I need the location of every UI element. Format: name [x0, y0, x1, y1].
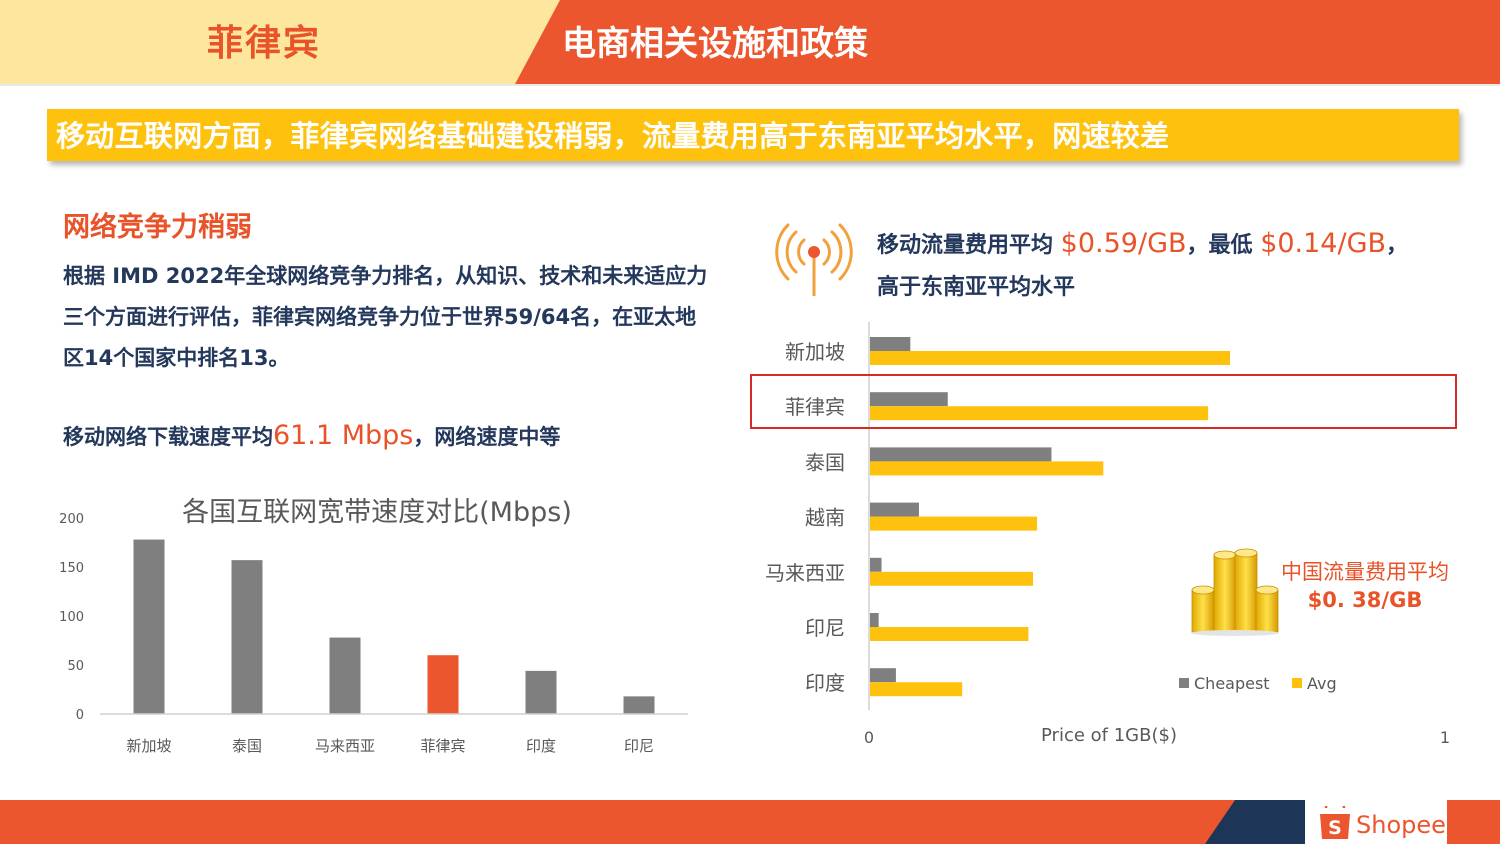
legend-swatch [1179, 678, 1189, 688]
bar-cheapest-7 [870, 668, 896, 683]
section-title-network: 网络竞争力稍弱 [63, 212, 252, 243]
page-title: 电商相关设施和政策 [562, 24, 868, 64]
header-right-panel [515, 0, 1500, 84]
x-tick-label: 印尼 [624, 737, 654, 755]
svg-text:S: S [1328, 817, 1342, 839]
y-tick-label: 150 [59, 561, 84, 576]
bar-1 [133, 539, 165, 714]
bar-cheapest-2 [870, 392, 948, 407]
shopee-logo-text: Shopee [1356, 811, 1446, 839]
bar-avg-7 [870, 682, 963, 697]
x-axis-labels: 新加坡 泰国 马来西亚 菲律宾 印度 印尼 [126, 737, 654, 755]
y-tick-label: 马来西亚 [765, 561, 845, 585]
bar-5 [525, 670, 557, 714]
bar-cheapest-4 [870, 502, 919, 517]
bar-cheapest-3 [870, 447, 1052, 462]
y-tick-label: 50 [67, 659, 84, 674]
mobile-data-cost-text: 移动流量费用平均 $0.59/GB，最低 $0.14/GB， 高于东南亚平均水平 [877, 223, 1477, 309]
cost-prefix: 移动流量费用平均 [877, 233, 1061, 258]
y-tick-label: 0 [76, 708, 84, 723]
speed-suffix: ，网络速度中等 [413, 425, 561, 449]
bar-avg-1 [870, 351, 1230, 365]
y-tick-label: 100 [59, 610, 84, 625]
cost-end: ， [1386, 233, 1409, 258]
country-title: 菲律宾 [207, 23, 322, 64]
legend: Cheapest Avg [1179, 674, 1337, 693]
header-left-panel [0, 0, 560, 84]
y-tick-label: 泰国 [805, 450, 845, 474]
china-cost-value: $0. 38/GB [1307, 588, 1423, 612]
shopee-bag-icon: S [1320, 806, 1350, 839]
cost-min-value: $0.14/GB [1260, 228, 1387, 259]
bar-avg-5 [870, 571, 1034, 586]
y-tick-label: 越南 [805, 506, 845, 530]
bar-3 [329, 637, 361, 714]
cost-avg-value: $0.59/GB [1060, 228, 1187, 259]
headline-banner [47, 109, 1459, 161]
y-tick-label: 200 [59, 512, 84, 527]
bar-6 [623, 696, 655, 714]
highlight-box-philippines [750, 374, 1457, 429]
cost-line2: 高于东南亚平均水平 [877, 275, 1076, 300]
x-axis-title: Price of 1GB($) [1041, 725, 1177, 746]
bar-cheapest-5 [870, 557, 882, 572]
header-divider [0, 84, 1500, 86]
speed-prefix: 移动网络下载速度平均 [63, 425, 273, 449]
cost-mid: ，最低 [1186, 233, 1261, 258]
bars [870, 337, 1230, 697]
chart-title: 各国互联网宽带速度对比(Mbps) [182, 497, 572, 528]
x-tick-label: 1 [1440, 728, 1450, 747]
bar-avg-6 [870, 627, 1029, 641]
ranking-paragraph: 根据 IMD 2022年全球网络竞争力排名，从知识、技术和未来适应力三个方面进行… [63, 264, 708, 370]
coins-icon [1191, 548, 1279, 636]
bar-avg-4 [870, 516, 1038, 531]
legend-swatch [1292, 678, 1302, 688]
x-tick-label: 0 [864, 728, 874, 747]
signal-tower-icon [775, 223, 853, 296]
y-tick-label: 菲律宾 [785, 395, 845, 419]
x-tick-label: 新加坡 [126, 737, 171, 755]
legend-label: Avg [1307, 674, 1337, 693]
x-tick-label: 菲律宾 [420, 737, 465, 755]
broadband-speed-chart: 各国互联网宽带速度对比(Mbps) 0 50 100 150 200 新加坡 泰国 马来西亚… [59, 497, 688, 755]
bar-cheapest-6 [870, 613, 879, 627]
legend-label: Cheapest [1194, 674, 1270, 693]
bar-avg-2 [870, 406, 1209, 421]
y-tick-label: 印尼 [805, 616, 845, 640]
x-tick-label: 马来西亚 [315, 737, 375, 755]
china-cost-label: 中国流量费用平均 [1281, 560, 1449, 584]
bar-cheapest-1 [870, 337, 911, 351]
x-tick-label: 泰国 [232, 737, 262, 755]
bar-4 [427, 655, 459, 714]
y-tick-label: 印度 [805, 671, 845, 695]
y-tick-label: 新加坡 [785, 340, 845, 364]
speed-value: 61.1 Mbps [273, 420, 414, 451]
bars [133, 539, 655, 714]
y-axis-ticks: 0 50 100 150 200 [59, 512, 84, 723]
speed-summary: 移动网络下载速度平均61.1 Mbps，网络速度中等 [63, 420, 560, 451]
headline-text: 移动互联网方面，菲律宾网络基础建设稍弱，流量费用高于东南亚平均水平，网速较差 [56, 119, 1170, 153]
bar-avg-3 [870, 461, 1104, 476]
china-cost-note: 中国流量费用平均 $0. 38/GB [1265, 558, 1465, 614]
bar-2 [231, 560, 263, 714]
x-tick-label: 印度 [526, 737, 556, 755]
